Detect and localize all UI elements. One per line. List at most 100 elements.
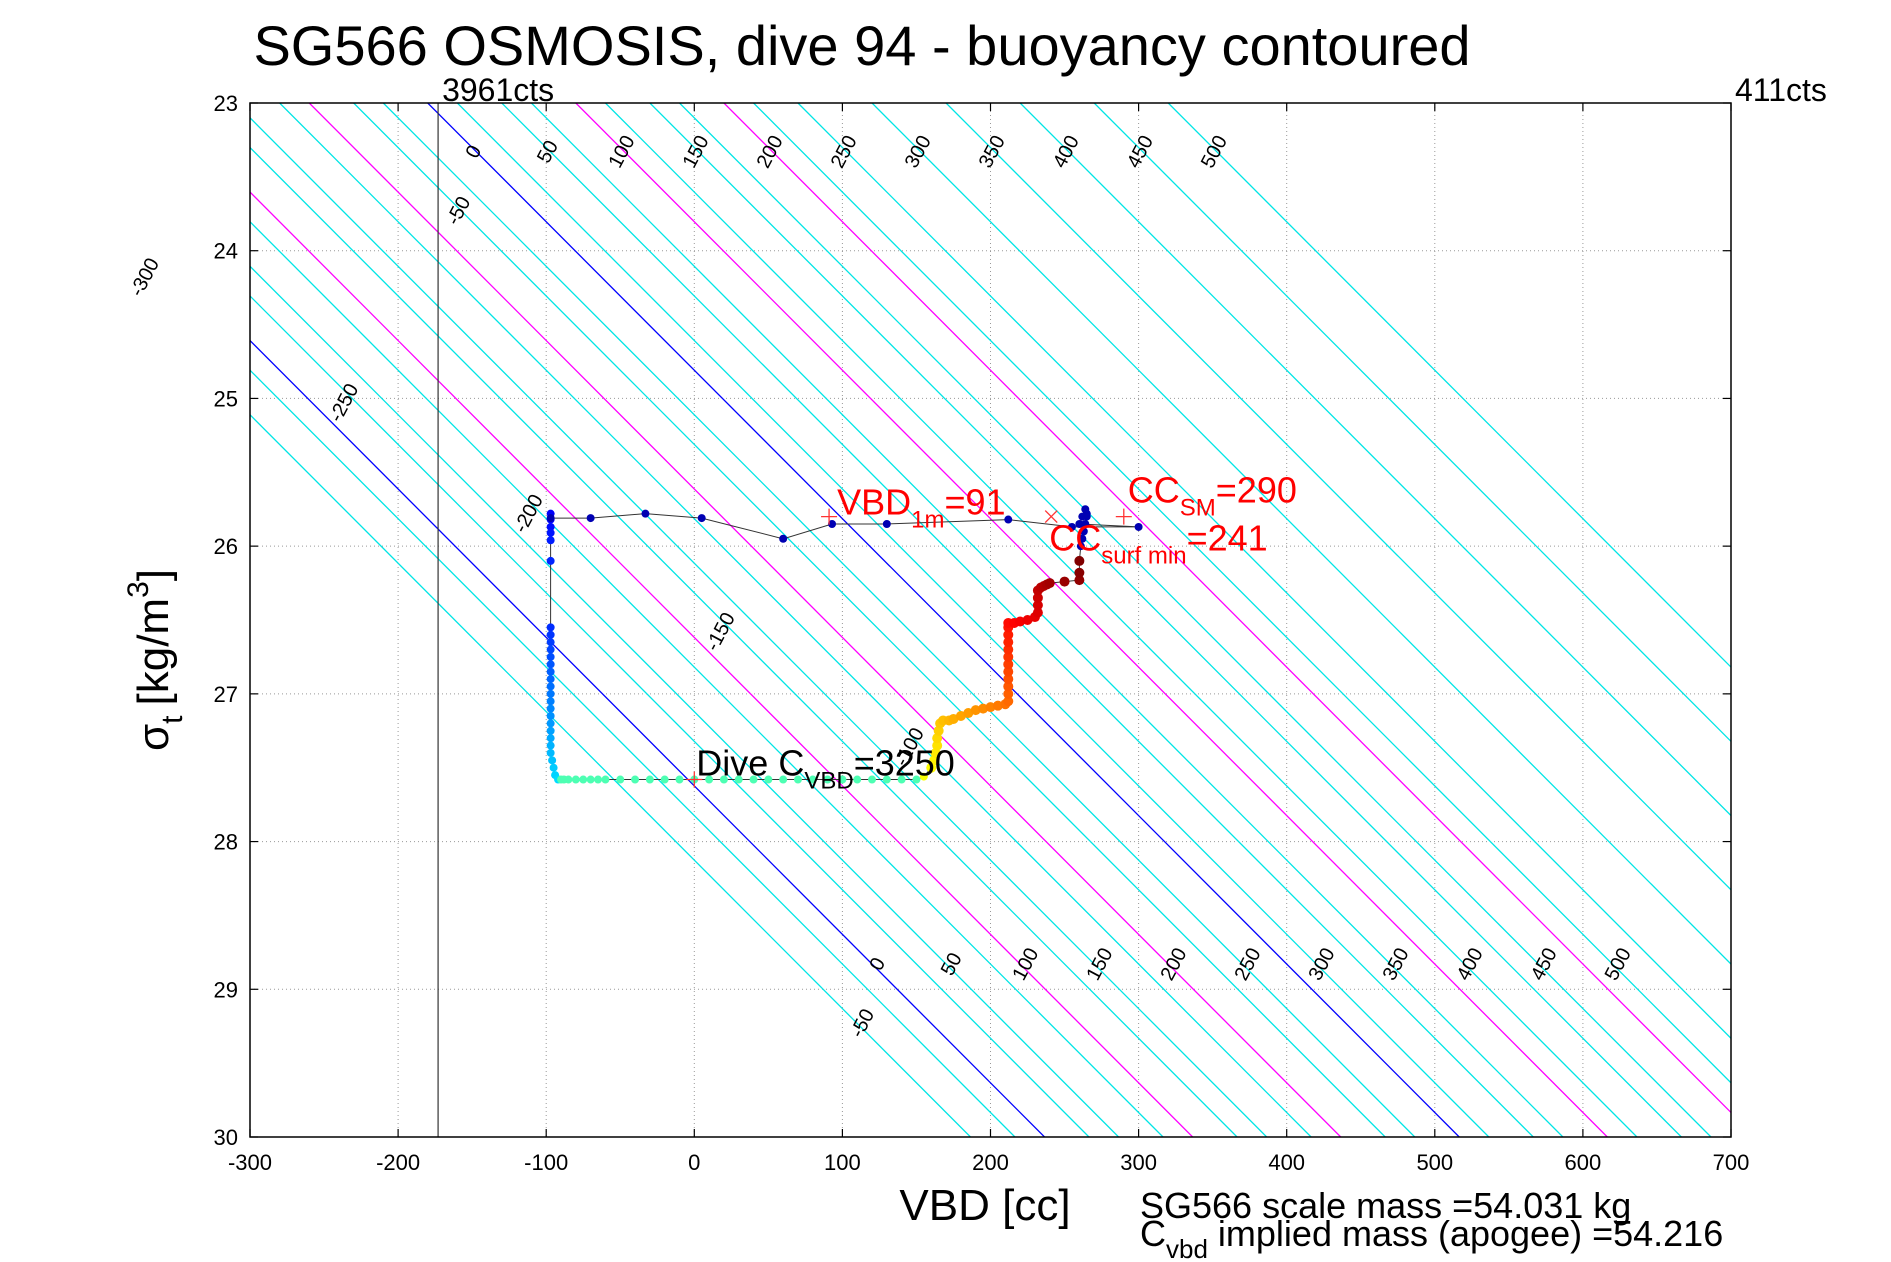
dive-trace-point [641,509,650,518]
cc-surf-annotation: CCsurf min=241 [1049,518,1267,570]
x-tick-label: -300 [228,1150,272,1175]
dive-trace-point [616,775,625,784]
dive-trace-point [546,689,555,698]
x-tick-label: 600 [1565,1150,1602,1175]
dive-trace-point [1003,666,1014,677]
dive-trace-point [645,775,654,784]
dive-trace-point [764,775,773,784]
contour-line-lower [679,103,1712,1137]
dive-trace-point [1003,681,1014,692]
dive-trace-point [579,775,588,784]
dive-trace-point [586,775,595,784]
y-axis-label: σt [kg/m3] [122,569,189,751]
contour-label-bottom: 150 [1082,944,1117,984]
x-axis-label: VBD [cc] [899,1181,1070,1230]
x-tick-label: 100 [824,1150,861,1175]
contour-line-upper [1019,103,1731,817]
buoyancy-contours [250,103,1731,1137]
dive-trace-point [546,667,555,676]
contour-label-bottom: 450 [1527,944,1562,984]
contour-line-lower [604,103,1638,1137]
contour-line-upper [871,103,1731,965]
contour-line-lower [250,265,1120,1137]
dive-trace-point [1015,616,1026,627]
dive-trace-point [1003,659,1014,670]
dive-trace-point [1074,567,1085,578]
dive-trace-point [546,638,555,647]
dive-trace-point [546,630,555,639]
contour-label-bottom: 400 [1453,944,1488,984]
contour-line-upper [723,103,1731,1114]
contour-label-bottom: 500 [1601,944,1636,984]
dive-trace-point [546,536,555,545]
y-label-close: ] [129,569,178,581]
dive-trace-point [1003,644,1014,655]
dive-trace-point [1074,555,1085,566]
dive-cvbd-annotation: Dive CVBD=3250 [696,743,955,795]
x-tick-label: -200 [376,1150,420,1175]
dive-trace-point [808,775,817,784]
grid-lines [250,103,1731,1137]
contour-line-lower [530,103,1564,1137]
x-tick-label: 200 [972,1150,1009,1175]
dive-trace-point [1074,575,1085,586]
contour-line-upper [1167,103,1731,669]
dive-trace-point [546,682,555,691]
dive-trace-point [546,623,555,632]
y-tick-label: 29 [214,977,238,1002]
contour-label-bottom: -50 [846,1005,879,1041]
dive-trace-point [546,719,555,728]
contour-label-bottom: 100 [1008,944,1043,984]
dive-trace-point [546,704,555,713]
y-tick-label: 30 [214,1125,238,1150]
dive-trace-point [548,756,557,765]
dive-trace-point [1075,519,1084,528]
contour-line-upper [575,103,1608,1137]
dive-trace-point [912,775,921,784]
dive-trace-point [546,748,555,757]
dive-trace-point [546,712,555,721]
dive-trace-point [546,741,555,750]
dive-trace-point [546,697,555,706]
dive-trace-point [631,775,640,784]
dive-trace-point [546,522,555,531]
y-label-sub: t [156,715,189,724]
dive-trace-point [897,775,906,784]
dive-trace-point [1044,578,1055,589]
dive-trace-point [1003,696,1014,707]
contour-label-top: -300 [126,255,164,301]
vbd-1m-annotation: VBD1m=91 [837,482,1005,534]
dive-trace-point [601,775,610,784]
dive-trace-point [719,775,728,784]
dive-trace-point [546,734,555,743]
dive-trace-point [985,702,996,713]
dive-trace-point [992,700,1003,711]
x-tick-label: 500 [1416,1150,1453,1175]
contour-line-lower [250,413,971,1137]
dive-trace-point [1032,600,1043,611]
footer-implied-mass: Cvbd implied mass (apogee) =54.216 [1140,1213,1723,1262]
dive-trace-point [1081,505,1090,514]
contour-line-lower [456,103,1490,1137]
dive-trace-point [1134,522,1143,531]
annotation-markers [686,508,1132,788]
y-tick-label: 25 [214,386,238,411]
dive-trace-point [549,763,558,772]
dive-trace-point [546,652,555,661]
dive-trace-point [1076,542,1085,551]
dive-trace-point [1078,534,1087,543]
contour-line-upper [1093,103,1731,743]
dive-trace-point [1032,607,1043,618]
contour-label-top: 50 [533,137,563,167]
dive-trace-point [1003,688,1014,699]
dive-trace-point [919,772,928,781]
dive-trace-point [734,775,743,784]
contour-line-upper [250,220,1164,1137]
contour-label-bottom: 300 [1305,944,1340,984]
contour-line-upper [353,103,1386,1137]
dive-trace-point [882,775,891,784]
dive-trace-point [1003,637,1014,648]
contour-line-upper [649,103,1682,1137]
